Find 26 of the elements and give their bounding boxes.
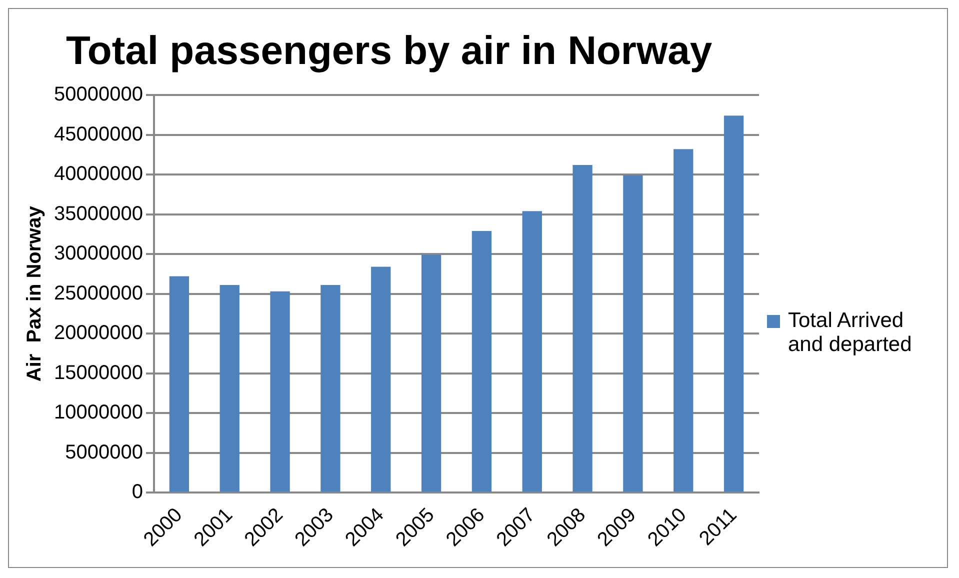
y-tick-label: 10000000 [54,402,143,424]
bar [623,175,643,492]
bar [371,266,391,492]
bar [270,291,290,492]
bar [522,211,542,492]
bar [169,276,190,492]
y-tick-label: 15000000 [54,362,143,384]
legend-label: Total Arrived and departed [788,309,913,357]
y-tick-label: 35000000 [54,202,143,225]
y-tick-label: 25000000 [54,282,143,304]
bar [724,116,744,492]
y-tick-label: 30000000 [54,242,143,265]
bar [320,285,340,492]
y-tick-label: 45000000 [54,123,143,146]
y-tick-label: 0 [132,481,143,504]
chart-title: Total passengers by air in Norway [66,29,713,74]
bar [572,164,592,492]
y-tick-label: 20000000 [54,322,143,344]
bar [674,149,694,492]
y-tick-label: 5000000 [65,441,143,464]
bar [220,285,240,492]
bar [421,254,442,492]
y-axis-title: Air Pax in Norway [24,205,46,382]
y-tick-label: 50000000 [54,84,143,106]
y-tick-label: 40000000 [54,163,143,186]
bar [472,230,492,492]
